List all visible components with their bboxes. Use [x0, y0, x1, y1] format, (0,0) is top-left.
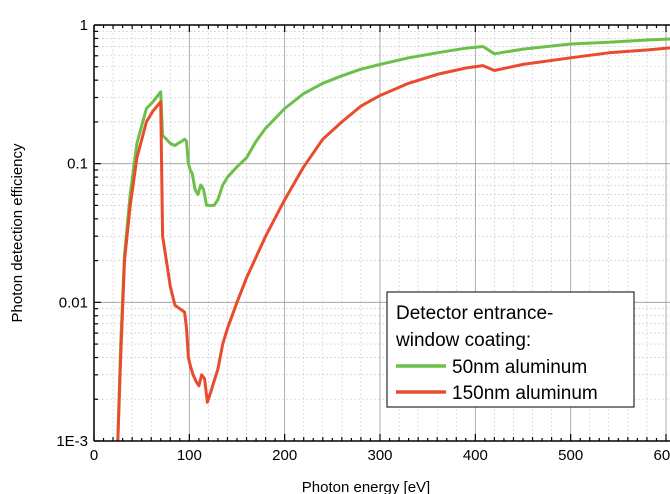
- legend-box: [386, 291, 635, 408]
- tick-labels: 0 100 200 300 400 500 600 1 0.1 0.01 1E-3: [56, 17, 670, 464]
- x-tick-label: 400: [463, 447, 488, 464]
- y-axis-label: Photon detection efficiency: [9, 143, 26, 323]
- x-tick-label: 200: [272, 447, 297, 464]
- series-lines: [116, 37, 670, 441]
- x-tick-label: 500: [558, 447, 583, 464]
- legend-entry-150nm: 150nm aluminum: [452, 383, 598, 404]
- x-tick-label: 600: [653, 447, 670, 464]
- legend-entry-50nm: 50nm aluminum: [452, 357, 587, 378]
- legend-title-line-1: Detector entrance-: [396, 303, 553, 324]
- axes: [93, 24, 670, 442]
- series-line-1: [116, 46, 670, 441]
- legend: Detector entrance- window coating: 50nm …: [386, 291, 635, 408]
- y-tick-label: 0.1: [67, 156, 88, 173]
- y-tick-label: 1: [80, 17, 88, 34]
- y-tick-label: 1E-3: [56, 433, 88, 450]
- x-tick-label: 0: [90, 447, 98, 464]
- x-tick-label: 100: [177, 447, 202, 464]
- y-tick-label: 0.01: [59, 294, 88, 311]
- legend-title-line-2: window coating:: [395, 330, 531, 351]
- x-axis-label: Photon energy [eV]: [302, 479, 430, 494]
- x-tick-label: 300: [367, 447, 392, 464]
